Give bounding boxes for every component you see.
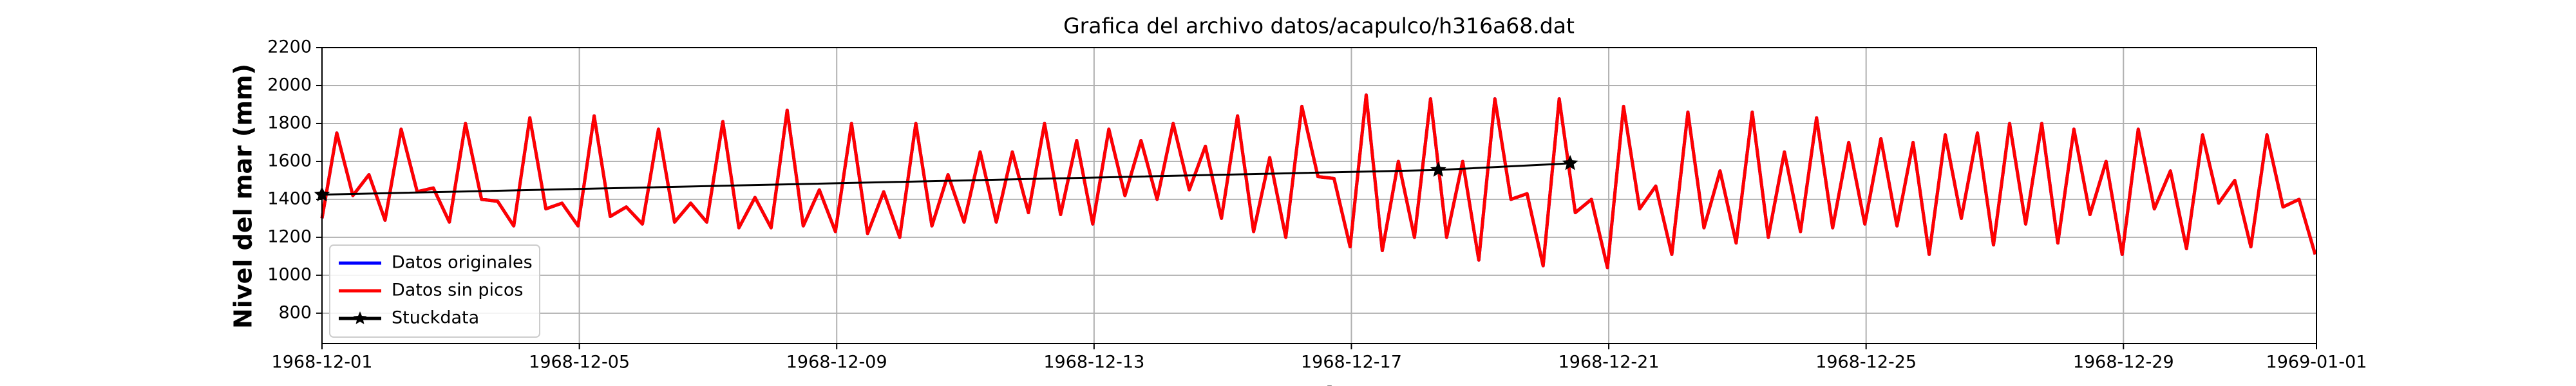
x-tick-label: 1968-12-05 (529, 353, 630, 372)
marker (1430, 161, 1446, 177)
y-axis-label: Nivel del mar (mm) (229, 64, 258, 329)
series-line (320, 93, 2317, 270)
y-tick-label: 1400 (267, 188, 312, 208)
x-tick-label: 1968-12-17 (1301, 353, 1402, 372)
y-tick-label: 2200 (267, 37, 312, 57)
legend: Datos originales Datos sin picos Stuckdata (329, 244, 540, 338)
y-tick-label: 800 (278, 302, 312, 322)
y-tick-label: 1600 (267, 151, 312, 170)
chart-title: Grafica del archivo datos/acapulco/h316a… (1063, 14, 1575, 39)
legend-marker (353, 311, 367, 324)
marker (1562, 154, 1578, 170)
series-line (320, 93, 2317, 270)
legend-box (329, 244, 540, 338)
legend-label: Datos sin picos (392, 280, 523, 300)
legend-label: Stuckdata (392, 308, 479, 328)
y-tick-label: 1800 (267, 113, 312, 133)
x-tick-label: 1969-01-01 (2266, 353, 2367, 372)
x-tick-label: 1968-12-21 (1558, 353, 1660, 372)
x-tick-label: 1968-12-25 (1815, 353, 1917, 372)
x-axis-label: Fecha (1278, 382, 1359, 386)
y-tick-label: 1200 (267, 226, 312, 246)
y-tick-label: 2000 (267, 75, 312, 95)
y-tick-label: 1000 (267, 264, 312, 284)
x-tick-label: 1968-12-29 (2073, 353, 2174, 372)
legend-label: Datos originales (392, 253, 533, 273)
x-tick-label: 1968-12-13 (1043, 353, 1144, 372)
x-tick-label: 1968-12-01 (272, 353, 373, 372)
x-tick-label: 1968-12-09 (786, 353, 887, 372)
plot-frame (321, 47, 2317, 344)
